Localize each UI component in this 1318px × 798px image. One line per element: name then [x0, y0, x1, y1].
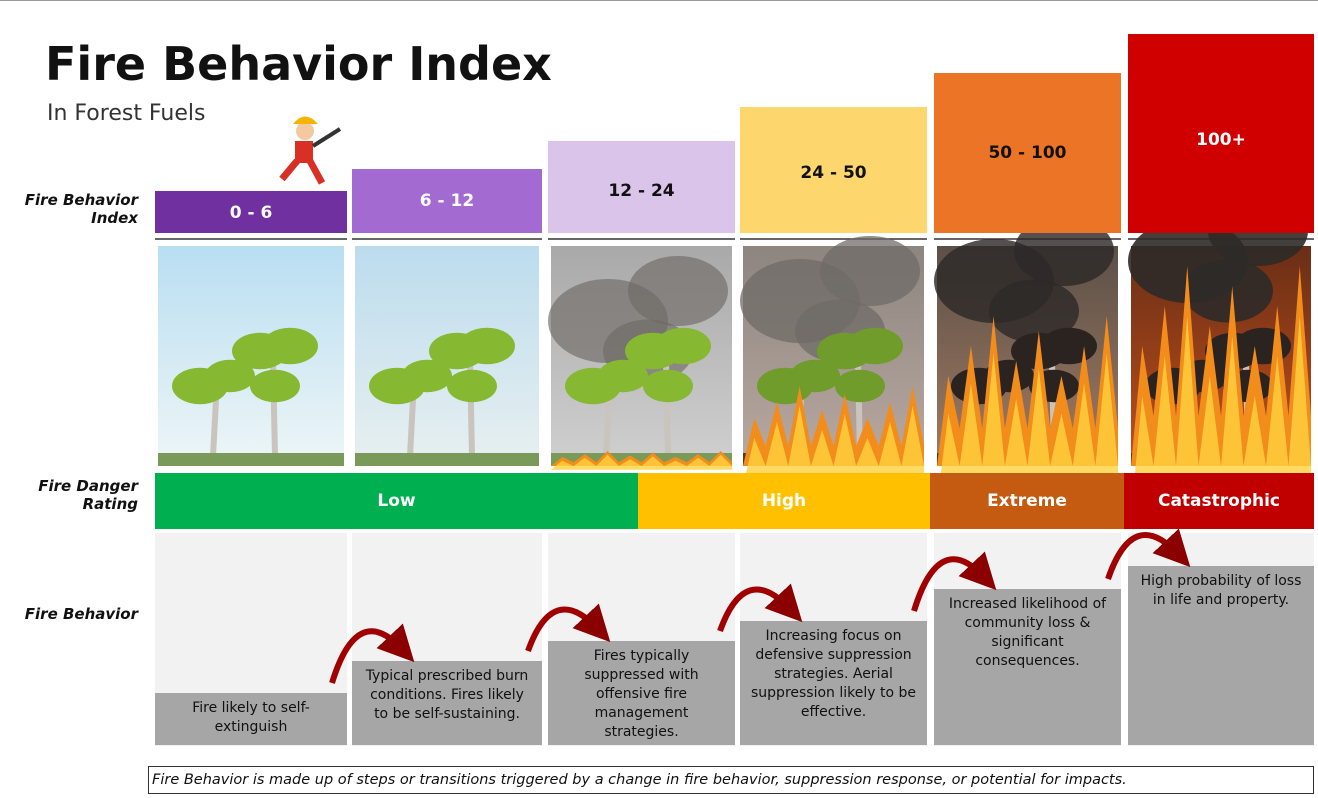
flames-inner [937, 353, 1118, 504]
flames [743, 386, 924, 466]
behavior-box: High probability of loss in life and pro… [1128, 566, 1314, 745]
smoke [1183, 259, 1273, 323]
index-box: 6 - 12 [352, 169, 542, 233]
tree [1041, 327, 1097, 365]
behavior-box: Fires typically suppressed with offensiv… [548, 641, 735, 745]
rating-band: High [638, 473, 930, 529]
tree [847, 327, 903, 365]
subtitle: In Forest Fuels [47, 101, 206, 126]
footnote: Fire Behavior is made up of steps or tra… [148, 766, 1314, 794]
tree [643, 369, 693, 403]
tree [655, 327, 711, 365]
rating-band: Low [155, 473, 638, 529]
flames-inner [743, 406, 924, 486]
behavior-box: Typical prescribed burn conditions. Fire… [352, 661, 542, 745]
rating-band: Extreme [930, 473, 1124, 529]
tree [205, 359, 255, 393]
tree [262, 327, 318, 365]
behavior-box: Fire likely to self-extinguish [155, 693, 347, 745]
flames [1131, 266, 1311, 466]
tree [402, 359, 452, 393]
tree [447, 369, 497, 403]
index-box: 12 - 24 [548, 141, 735, 233]
smoke [820, 236, 920, 306]
row-label: Fire Danger Rating [38, 477, 138, 513]
tree [790, 359, 840, 393]
behavior-box: Increased likelihood of community loss &… [934, 589, 1121, 745]
index-box: 24 - 50 [740, 107, 927, 233]
index-box: 100+ [1128, 34, 1314, 233]
tree [250, 369, 300, 403]
ground [158, 453, 344, 466]
flames-inner [551, 454, 732, 470]
flames-inner [1131, 316, 1311, 516]
row-label: Fire Behavior [24, 605, 138, 623]
index-box: 50 - 100 [934, 73, 1121, 233]
rating-band: Catastrophic [1124, 473, 1314, 529]
ground [355, 453, 539, 466]
title: Fire Behavior Index [45, 37, 552, 91]
index-box: 0 - 6 [155, 191, 347, 233]
smoke [989, 279, 1079, 343]
flames [551, 451, 732, 466]
behavior-box: Increasing focus on defensive suppressio… [740, 621, 927, 745]
flames [937, 316, 1118, 466]
smoke [628, 256, 728, 326]
smoke [1014, 216, 1114, 286]
tree [459, 327, 515, 365]
row-label: Fire Behavior Index [24, 191, 138, 227]
tree [598, 359, 648, 393]
tree [835, 369, 885, 403]
